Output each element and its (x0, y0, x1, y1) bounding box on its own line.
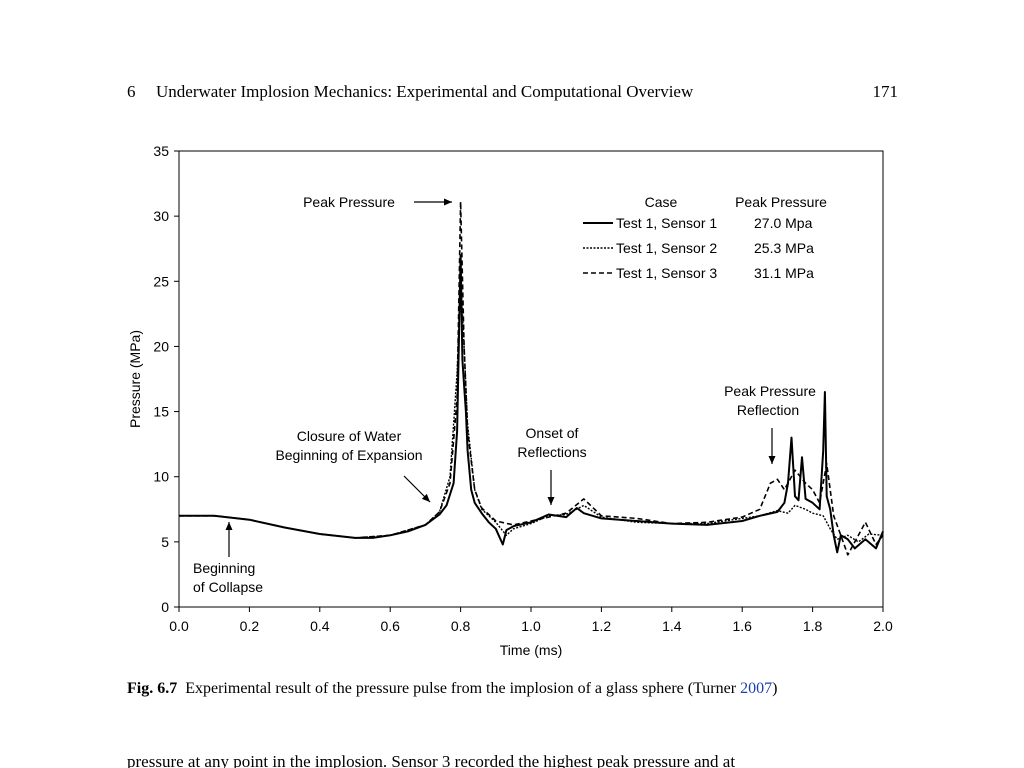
y-tick-label: 20 (153, 338, 169, 354)
x-tick-label: 0.2 (240, 618, 260, 634)
caption-text: Experimental result of the pressure puls… (185, 680, 741, 697)
x-tick-label: 0.8 (451, 618, 471, 634)
legend-header-case: Case (645, 194, 678, 210)
annotation-onset-reflections: Onset of (526, 425, 579, 441)
annotation-beginning-collapse: of Collapse (193, 579, 263, 595)
series-line-sensor-3 (179, 201, 884, 556)
chapter-number: 6 (127, 82, 136, 101)
y-tick-label: 5 (161, 534, 169, 550)
page-header: 6 Underwater Implosion Mechanics: Experi… (127, 82, 898, 106)
citation-year-link[interactable]: 2007 (740, 680, 773, 697)
y-tick-label: 10 (153, 469, 169, 485)
x-tick-label: 2.0 (873, 618, 893, 634)
y-tick-label: 35 (153, 143, 169, 159)
figure-label: Fig. 6.7 (127, 680, 178, 697)
legend-entry-peak: 27.0 Mpa (754, 215, 813, 231)
y-axis-title: Pressure (MPa) (127, 330, 143, 428)
x-tick-label: 1.0 (521, 618, 541, 634)
annotation-peak-reflection: Reflection (737, 402, 799, 418)
annotation-arrow-beginning-collapse-head (225, 522, 233, 530)
annotation-onset-reflections: Reflections (517, 444, 586, 460)
running-title: Underwater Implosion Mechanics: Experime… (156, 82, 694, 101)
annotation-beginning-collapse: Beginning (193, 560, 255, 576)
figure-caption: Fig. 6.7 Experimental result of the press… (127, 680, 1007, 698)
y-tick-label: 25 (153, 273, 169, 289)
legend-header-peak: Peak Pressure (735, 194, 827, 210)
y-tick-label: 30 (153, 208, 169, 224)
caption-close: ) (772, 680, 778, 697)
x-tick-label: 1.6 (732, 618, 752, 634)
annotation-closure-water: Closure of Water (297, 428, 402, 444)
x-tick-label: 1.8 (803, 618, 823, 634)
y-tick-label: 0 (161, 599, 169, 615)
plot-frame (178, 150, 884, 608)
annotation-arrow-peak-pressure-head (444, 198, 452, 206)
x-tick-label: 1.4 (662, 618, 682, 634)
x-tick-label: 0.4 (310, 618, 330, 634)
annotation-arrow-closure-water-head (421, 493, 430, 502)
body-text-line: pressure at any point in the implosion. … (127, 752, 736, 768)
x-tick-label: 1.2 (592, 618, 612, 634)
legend-entry-peak: 31.1 MPa (754, 265, 814, 281)
legend-entry-name: Test 1, Sensor 3 (616, 265, 717, 281)
x-tick-label: 0.0 (169, 618, 189, 634)
page-number: 171 (872, 82, 899, 101)
series-line-sensor-1 (179, 254, 884, 554)
annotation-closure-water: Beginning of Expansion (275, 447, 422, 463)
annotation-peak-reflection: Peak Pressure (724, 383, 816, 399)
legend-entry-name: Test 1, Sensor 2 (616, 240, 717, 256)
y-tick-label: 15 (153, 404, 169, 420)
legend-entry-peak: 25.3 MPa (754, 240, 814, 256)
annotation-peak-pressure: Peak Pressure (303, 194, 395, 210)
annotation-arrow-onset-reflections-head (547, 497, 555, 505)
legend-entry-name: Test 1, Sensor 1 (616, 215, 717, 231)
x-tick-label: 0.6 (380, 618, 400, 634)
x-axis-title: Time (ms) (500, 642, 562, 658)
annotation-arrow-peak-reflection-head (768, 456, 776, 464)
